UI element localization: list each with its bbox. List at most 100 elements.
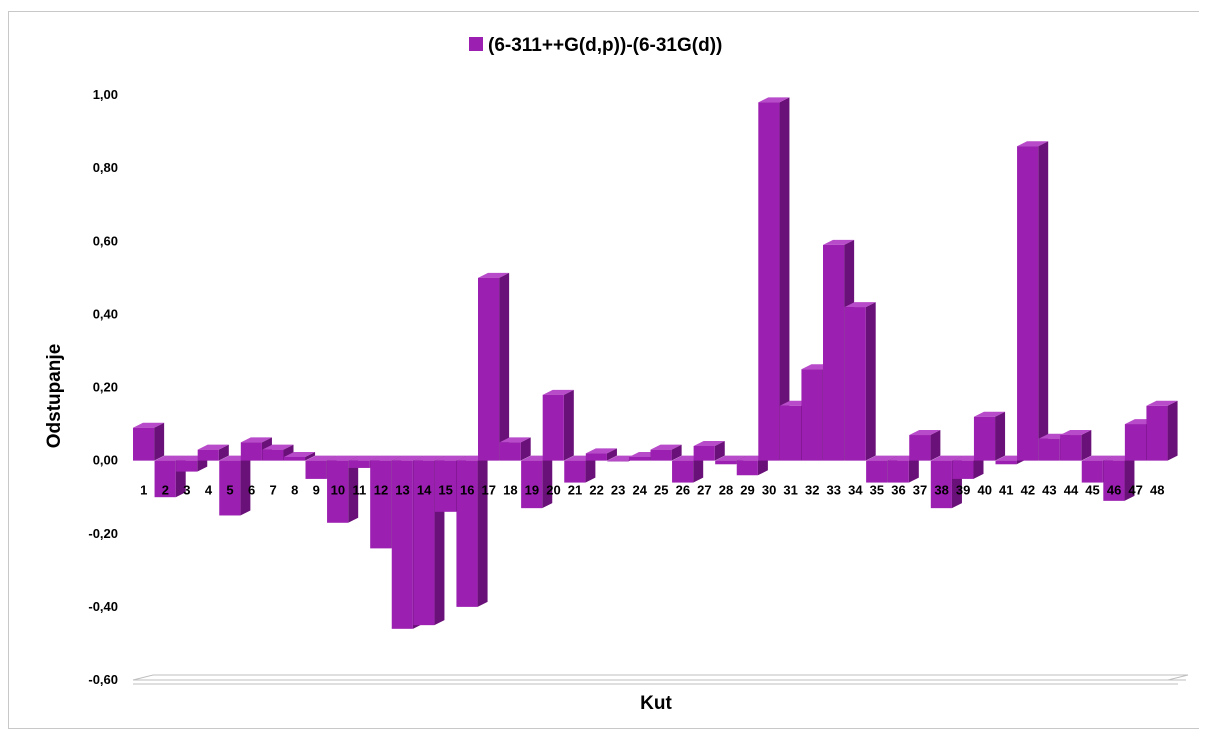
bar-front — [434, 460, 457, 512]
x-tick-label: 4 — [205, 483, 213, 498]
bar-top — [262, 444, 294, 450]
x-tick-label: 10 — [331, 483, 345, 498]
bar-side — [1124, 455, 1135, 501]
bar-26 — [672, 455, 704, 483]
bar-19 — [521, 455, 553, 509]
bar-front — [1146, 405, 1168, 461]
y-tick-label: 0,80 — [93, 160, 118, 175]
bar-front — [1103, 460, 1125, 501]
bar-front — [413, 460, 435, 626]
bar-top — [154, 455, 186, 461]
bar-front — [197, 449, 219, 461]
bar-front — [542, 394, 564, 461]
bar-top — [715, 455, 747, 461]
bar-top — [478, 272, 510, 278]
x-tick-label: 46 — [1107, 483, 1121, 498]
bar-front — [693, 446, 715, 461]
x-tick-label: 12 — [374, 483, 388, 498]
bar-side — [542, 455, 553, 509]
bar-front — [1081, 460, 1103, 483]
x-tick-label: 40 — [977, 483, 991, 498]
x-tick-label: 19 — [525, 483, 539, 498]
bar-front — [628, 456, 651, 461]
bar-side — [693, 455, 704, 483]
bar-top — [370, 455, 402, 461]
x-tick-label: 31 — [783, 483, 797, 498]
bar-front — [262, 449, 284, 461]
x-tick-label: 34 — [848, 483, 863, 498]
bar-front — [952, 460, 974, 479]
bar-34 — [844, 302, 876, 461]
bar-top — [283, 451, 316, 457]
bar-30 — [758, 97, 790, 461]
bar-16 — [456, 455, 488, 607]
bar-10 — [327, 455, 359, 523]
bar-25 — [650, 444, 682, 461]
x-tick-label: 11 — [353, 483, 367, 498]
x-tick-label: 22 — [589, 483, 603, 498]
x-tick-label: 42 — [1021, 483, 1035, 498]
bar-top — [973, 411, 1006, 417]
bar-front — [607, 460, 629, 462]
x-tick-label: 25 — [654, 483, 668, 498]
x-tick-label: 27 — [697, 483, 711, 498]
bar-5 — [219, 455, 251, 516]
bar-top — [1146, 400, 1178, 406]
bar-front — [1060, 435, 1082, 461]
bar-side — [240, 455, 251, 516]
bar-side — [973, 455, 984, 479]
x-tick-label: 32 — [805, 483, 819, 498]
bar-side — [585, 455, 596, 483]
x-tick-label: 30 — [762, 483, 776, 498]
bar-top — [542, 389, 574, 395]
x-tick-label: 33 — [827, 483, 841, 498]
y-tick-label: 1,00 — [93, 87, 118, 102]
y-tick-label: -0,40 — [88, 599, 118, 614]
bar-front — [176, 460, 198, 472]
bar-front — [715, 460, 737, 465]
bar-top — [240, 437, 272, 443]
x-tick-label: 48 — [1150, 483, 1164, 498]
bar-top — [585, 448, 617, 454]
x-tick-label: 7 — [270, 483, 277, 498]
bar-front — [133, 427, 155, 461]
bar-front — [1017, 146, 1039, 461]
x-tick-label: 47 — [1128, 483, 1142, 498]
floor-plane — [132, 674, 1189, 681]
bar-front — [801, 369, 823, 461]
bar-8 — [283, 451, 316, 461]
bar-front — [499, 442, 521, 461]
x-tick-label: 21 — [568, 483, 582, 498]
bar-side — [1038, 141, 1049, 461]
bar-4 — [197, 444, 229, 461]
bar-top — [930, 455, 962, 461]
bar-top — [434, 455, 467, 461]
bar-front — [1124, 424, 1147, 461]
bar-front — [844, 307, 866, 461]
x-tick-label: 43 — [1042, 483, 1056, 498]
x-tick-label: 3 — [183, 483, 190, 498]
x-tick-label: 13 — [395, 483, 409, 498]
bar-side — [499, 272, 510, 461]
bar-front — [650, 449, 672, 461]
y-tick-label: -0,60 — [88, 672, 118, 687]
bar-side — [1081, 430, 1092, 461]
bar-side — [520, 437, 531, 461]
x-tick-label: 29 — [740, 483, 754, 498]
bar-side — [563, 389, 574, 461]
chart-floor — [132, 674, 1189, 685]
bar-top — [305, 455, 337, 461]
legend-swatch — [469, 37, 483, 51]
y-tick-label: 0,40 — [93, 306, 118, 321]
x-tick-label: 9 — [313, 483, 320, 498]
bar-17 — [478, 272, 510, 461]
x-tick-label: 15 — [438, 483, 452, 498]
bar-top — [758, 97, 790, 103]
bar-side — [714, 441, 725, 461]
x-tick-label: 35 — [870, 483, 884, 498]
legend-label: (6-311++G(d,p))-(6-31G(d)) — [488, 35, 722, 56]
bar-front — [456, 460, 478, 607]
bar-top — [693, 441, 725, 446]
bar-top — [348, 455, 380, 461]
bar-top — [866, 455, 898, 461]
